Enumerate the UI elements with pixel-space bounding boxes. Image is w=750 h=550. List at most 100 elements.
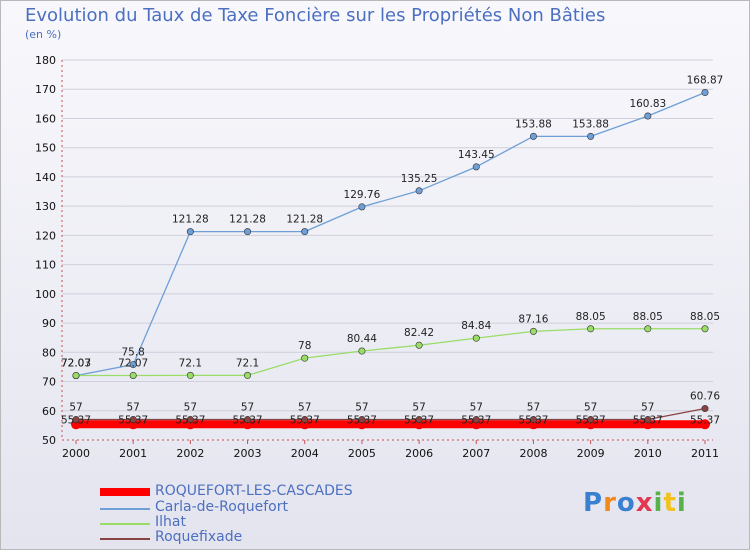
data-label: 55.37 — [461, 414, 491, 426]
x-tick-label: 2002 — [176, 447, 204, 460]
legend-label-carla: Carla-de-Roquefort — [155, 499, 288, 515]
y-tick-label: 150 — [35, 142, 56, 155]
data-point — [472, 163, 480, 171]
y-tick-label: 140 — [35, 171, 56, 184]
legend-swatch-ilhat — [100, 523, 150, 525]
data-label: 57 — [584, 402, 597, 414]
data-label: 143.45 — [458, 149, 495, 161]
data-point — [700, 419, 710, 430]
data-point — [415, 187, 423, 195]
data-label: 57 — [126, 402, 139, 414]
data-point — [244, 416, 252, 424]
data-point — [529, 132, 537, 140]
y-tick-label: 80 — [42, 346, 56, 359]
series-line — [75, 407, 706, 421]
data-point — [701, 89, 709, 97]
data-label: 88.05 — [576, 311, 606, 323]
data-point — [529, 416, 537, 424]
data-label: 78 — [298, 340, 311, 352]
logo-letter: i — [676, 488, 687, 518]
data-label: 153.88 — [572, 118, 609, 130]
data-label: 55.37 — [175, 414, 205, 426]
chart-unit: (en %) — [25, 28, 62, 41]
data-label: 55.37 — [518, 414, 548, 426]
data-label: 57 — [527, 402, 540, 414]
data-point — [244, 371, 252, 379]
data-label: 72.07 — [61, 357, 91, 369]
x-tick-label: 2000 — [62, 447, 90, 460]
data-point — [644, 416, 652, 424]
legend-swatch-carla — [100, 508, 150, 510]
data-label: 55.37 — [404, 414, 434, 426]
logo-letter: i — [653, 488, 664, 518]
x-tick-label: 2008 — [519, 447, 547, 460]
x-tick-label: 2004 — [291, 447, 319, 460]
x-tick-label: 2009 — [577, 447, 605, 460]
data-point — [301, 354, 309, 362]
data-label: 88.05 — [633, 311, 663, 323]
data-label: 82.42 — [404, 327, 434, 339]
data-point — [587, 416, 595, 424]
data-point — [186, 371, 194, 379]
x-tick-label: 2005 — [348, 447, 376, 460]
data-label: 121.28 — [286, 214, 323, 226]
data-point — [415, 341, 423, 349]
y-tick-label: 120 — [35, 229, 56, 242]
data-label: 55.37 — [233, 414, 263, 426]
data-point — [358, 203, 366, 211]
data-point — [472, 416, 480, 424]
logo-letter: o — [616, 488, 636, 518]
data-label: 72.03 — [61, 358, 91, 370]
data-label: 135.25 — [401, 173, 438, 185]
data-point — [644, 325, 652, 333]
data-point — [472, 334, 480, 342]
legend-swatch-roquefixade — [100, 538, 150, 540]
data-label: 153.88 — [515, 118, 552, 130]
data-point — [72, 371, 80, 379]
data-label: 75.8 — [121, 347, 144, 359]
data-label: 72.07 — [118, 357, 148, 369]
data-label: 168.87 — [687, 75, 724, 87]
data-point — [358, 347, 366, 355]
logo-letter: x — [635, 488, 654, 518]
data-label: 88.05 — [690, 311, 720, 323]
y-tick-label: 130 — [35, 200, 56, 213]
y-tick-label: 100 — [35, 288, 56, 301]
proxiti-logo: Proxiti — [583, 488, 687, 518]
data-label: 55.37 — [118, 414, 148, 426]
data-label: 55.37 — [576, 414, 606, 426]
y-tick-label: 70 — [42, 376, 56, 389]
data-point — [644, 112, 652, 120]
logo-letter: t — [663, 488, 677, 518]
x-tick-label: 2011 — [691, 447, 719, 460]
y-tick-label: 170 — [35, 83, 56, 96]
data-point — [415, 416, 423, 424]
data-label: 72.1 — [236, 357, 259, 369]
data-label: 84.84 — [461, 320, 491, 332]
data-label: 57 — [241, 402, 254, 414]
y-tick-label: 60 — [42, 405, 56, 418]
x-tick-label: 2003 — [234, 447, 262, 460]
data-point — [186, 416, 194, 424]
data-label: 57 — [355, 402, 368, 414]
data-label: 55.37 — [61, 414, 91, 426]
data-label: 57 — [298, 402, 311, 414]
data-point — [701, 405, 709, 413]
legend-label-roquefixade: Roquefixade — [155, 529, 243, 545]
data-point — [587, 325, 595, 333]
data-label: 57 — [184, 402, 197, 414]
data-point — [358, 416, 366, 424]
data-point — [701, 325, 709, 333]
data-label: 57 — [412, 402, 425, 414]
data-point — [301, 228, 309, 236]
logo-letter: r — [603, 488, 617, 518]
x-tick-label: 2007 — [462, 447, 490, 460]
data-point — [301, 416, 309, 424]
data-label: 121.28 — [229, 214, 266, 226]
logo-letter: P — [583, 488, 604, 518]
y-tick-label: 160 — [35, 112, 56, 125]
x-tick-label: 2001 — [119, 447, 147, 460]
data-point — [529, 327, 537, 335]
